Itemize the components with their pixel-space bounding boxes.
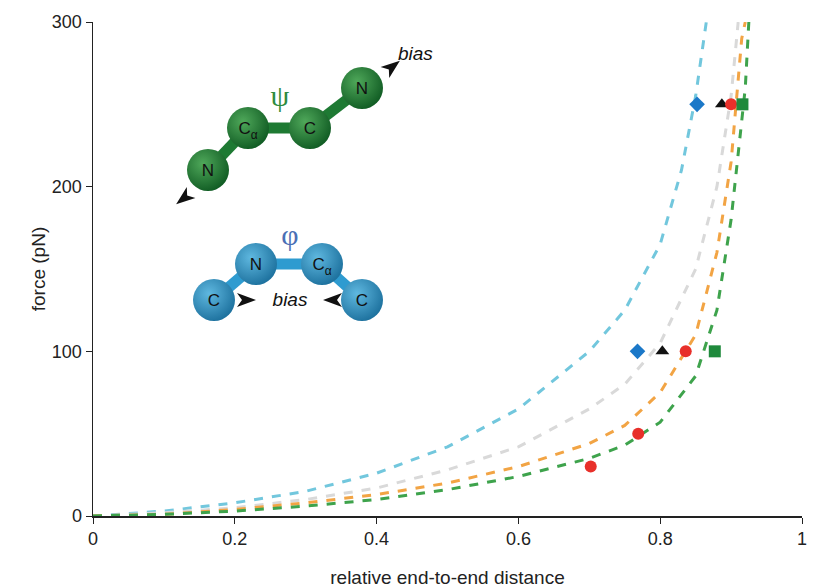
svg-text:200: 200 <box>52 177 82 197</box>
svg-text:N: N <box>202 161 214 180</box>
svg-text:N: N <box>356 79 368 98</box>
svg-text:bias: bias <box>398 43 433 64</box>
svg-text:0: 0 <box>88 529 98 549</box>
svg-text:1: 1 <box>797 529 807 549</box>
svg-text:Cα: Cα <box>312 255 331 278</box>
svg-text:300: 300 <box>52 12 82 32</box>
svg-text:0.6: 0.6 <box>506 529 531 549</box>
svg-text:C: C <box>356 291 368 310</box>
svg-text:relative end-to-end distance: relative end-to-end distance <box>330 567 564 588</box>
svg-text:0.4: 0.4 <box>364 529 389 549</box>
svg-text:100: 100 <box>52 342 82 362</box>
svg-text:force (pN): force (pN) <box>28 227 49 311</box>
svg-text:0.8: 0.8 <box>648 529 673 549</box>
svg-text:0: 0 <box>72 506 82 526</box>
svg-text:φ: φ <box>281 218 298 251</box>
svg-text:C: C <box>304 119 316 138</box>
svg-text:C: C <box>208 291 220 310</box>
svg-text:Cα: Cα <box>238 119 257 142</box>
svg-text:ψ: ψ <box>271 79 290 112</box>
svg-text:0.2: 0.2 <box>222 529 247 549</box>
svg-text:bias: bias <box>273 289 308 310</box>
svg-text:N: N <box>250 255 262 274</box>
